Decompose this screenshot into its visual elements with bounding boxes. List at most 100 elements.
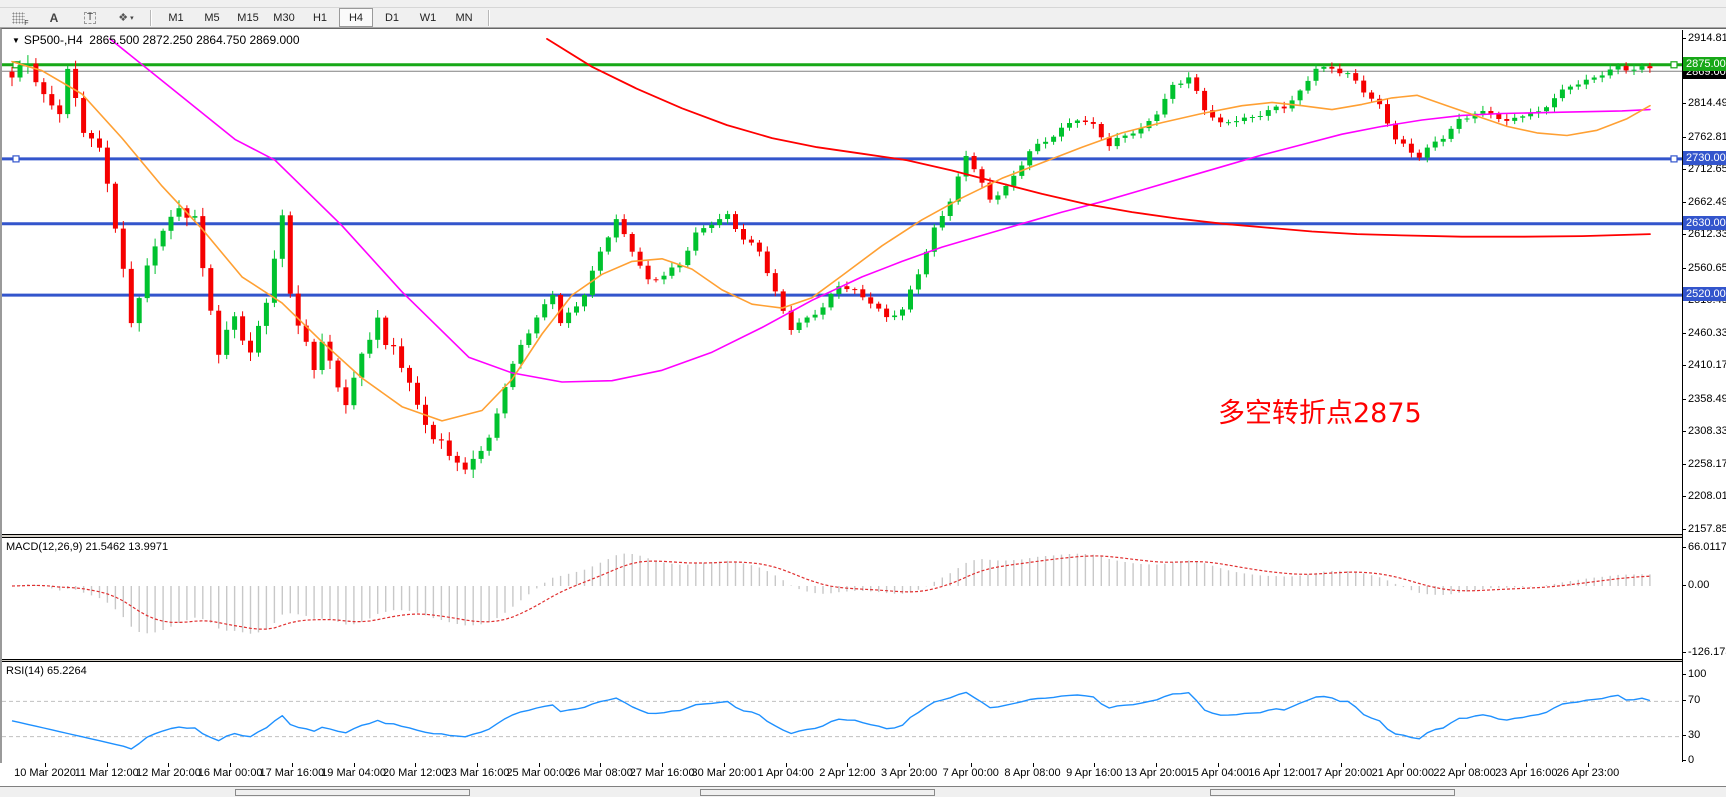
rsi-axis-100: 100 [1688, 668, 1707, 680]
grid-f-icon: F [11, 11, 29, 27]
tf-button-M15[interactable]: M15 [237, 11, 259, 24]
panel-divider[interactable] [2, 534, 1726, 538]
time-tick-label: 23 Mar 16:00 [444, 767, 510, 779]
tf-button-MN[interactable]: MN [455, 11, 473, 24]
axis-tick [1682, 103, 1686, 105]
axis-tick [1682, 735, 1686, 736]
price-tick-label: 2308.330 [1688, 425, 1726, 438]
tf-button-H4[interactable]: H4 [339, 8, 373, 27]
macd-panel[interactable] [2, 538, 1684, 659]
rsi-current-value: 65.2264 [46, 665, 87, 677]
macd-axis-min: -126.173 [1688, 646, 1726, 658]
text-tool-icon: T [83, 11, 97, 24]
time-axis-tick [1155, 763, 1157, 767]
chart-text-annotation[interactable]: 多空转折点2875 [1218, 398, 1422, 429]
time-tick-label: 26 Mar 08:00 [568, 767, 633, 779]
time-axis-tick [106, 763, 108, 767]
level-handle[interactable] [1670, 155, 1678, 163]
axis-tick [1682, 136, 1686, 138]
axis-tick [1682, 760, 1686, 761]
time-axis-tick [1279, 763, 1281, 767]
ma-line-orange[interactable] [11, 60, 1651, 422]
tf-button-H1[interactable]: H1 [312, 11, 328, 24]
chart-title: ▼ SP500-,H4 2865.500 2872.250 2864.750 28… [12, 33, 300, 47]
ma-line-magenta[interactable] [109, 38, 1651, 383]
bottom-cutoff-strip [0, 786, 1726, 797]
axis-tick [1682, 234, 1686, 236]
time-axis-tick [909, 763, 911, 767]
shapes-tool-icon[interactable]: ❖ ▾ [109, 8, 143, 27]
axis-tick [1682, 496, 1686, 498]
level-price-badge: 2730.000 [1683, 150, 1726, 165]
time-axis-tick [1032, 763, 1034, 767]
level-handle[interactable] [1670, 61, 1678, 69]
macd-indicator-label: MACD(12,26,9) 21.5462 13.9971 [6, 541, 168, 553]
cutoff-panel-segment [700, 789, 935, 796]
rsi-line [11, 691, 1651, 750]
rsi-axis-70: 70 [1688, 694, 1701, 706]
time-axis-tick [1464, 763, 1466, 767]
time-axis-tick [970, 763, 972, 767]
ma-line-red[interactable] [546, 38, 1651, 238]
time-tick-label: 30 Mar 20:00 [691, 767, 757, 779]
rsi-axis-0: 0 [1688, 754, 1695, 766]
grid-f-icon[interactable]: F [1, 8, 35, 27]
toolbar-separator [488, 9, 490, 26]
time-tick-label: 1 Apr 04:00 [757, 767, 814, 779]
rsi-panel[interactable] [2, 662, 1684, 763]
text-tool-icon[interactable]: T [73, 8, 107, 27]
time-tick-label: 21 Apr 00:00 [1371, 767, 1435, 779]
axis-tick [1682, 267, 1686, 269]
macd-signal-line [11, 555, 1650, 630]
time-tick-label: 16 Mar 00:00 [197, 767, 263, 779]
timeframe-group: M1 M5 M15 M30 H1 H4 D1 W1 MN [158, 8, 482, 27]
axis-tick [1682, 674, 1686, 675]
time-tick-label: 26 Apr 23:00 [1556, 767, 1620, 779]
time-axis-tick [600, 763, 602, 767]
axis-tick [1682, 652, 1686, 653]
top-cutoff-strip [0, 0, 1726, 8]
time-axis-tick [415, 763, 417, 767]
time-axis-tick [662, 763, 664, 767]
main-price-panel[interactable] [2, 31, 1684, 534]
time-axis-tick [723, 763, 725, 767]
axis-tick [1682, 201, 1686, 203]
level-price-badge: 2520.000 [1683, 287, 1726, 302]
macd-axis-max: 66.0117 [1688, 541, 1726, 553]
tf-button-M5[interactable]: M5 [204, 11, 220, 24]
time-tick-label: 23 Apr 16:00 [1495, 767, 1558, 779]
time-tick-label: 11 Mar 12:00 [74, 767, 139, 779]
price-tick-label: 2612.330 [1688, 228, 1726, 241]
price-tick-label: 2258.170 [1688, 457, 1726, 470]
level-handle[interactable] [12, 155, 20, 163]
axis-tick [1682, 528, 1686, 530]
panel-divider[interactable] [2, 659, 1726, 662]
time-tick-label: 20 Mar 12:00 [382, 767, 448, 779]
price-tick-label: 2712.650 [1688, 163, 1726, 176]
collapse-triangle-icon[interactable]: ▼ [12, 36, 20, 45]
tf-button-M30[interactable]: M30 [273, 11, 295, 24]
axis-tick [1682, 585, 1686, 586]
letter-a-icon[interactable]: A [37, 8, 71, 27]
time-tick-label: 10 Mar 2020 [14, 767, 76, 779]
time-axis-tick [847, 763, 849, 767]
macd-name: MACD(12,26,9) [6, 541, 83, 553]
axis-tick [1682, 332, 1686, 334]
tf-button-D1[interactable]: D1 [384, 11, 400, 24]
tf-button-W1[interactable]: W1 [419, 11, 437, 24]
axis-tick [1682, 700, 1686, 701]
time-axis-tick [1094, 763, 1096, 767]
time-axis-tick [1217, 763, 1219, 767]
rsi-axis-30: 30 [1688, 729, 1701, 741]
price-tick-label: 2662.490 [1688, 195, 1726, 208]
chart-toolbar: F A T ❖ ▾ M1 M5 M15 M30 H1 H4 D1 W1 MN [0, 8, 1726, 28]
axis-tick [1682, 398, 1686, 400]
ohlc-values: 2865.500 2872.250 2864.750 2869.000 [89, 33, 300, 47]
time-tick-label: 17 Mar 16:00 [259, 767, 325, 779]
tf-button-M1[interactable]: M1 [168, 11, 184, 24]
time-axis[interactable]: 10 Mar 2020 11 Mar 12:00 12 Mar 20:00 16 Ma… [0, 763, 1726, 786]
chart-window[interactable] [0, 28, 1726, 786]
time-axis-tick [353, 763, 355, 767]
level-handle[interactable] [12, 61, 20, 69]
price-tick-label: 2560.650 [1688, 261, 1726, 274]
